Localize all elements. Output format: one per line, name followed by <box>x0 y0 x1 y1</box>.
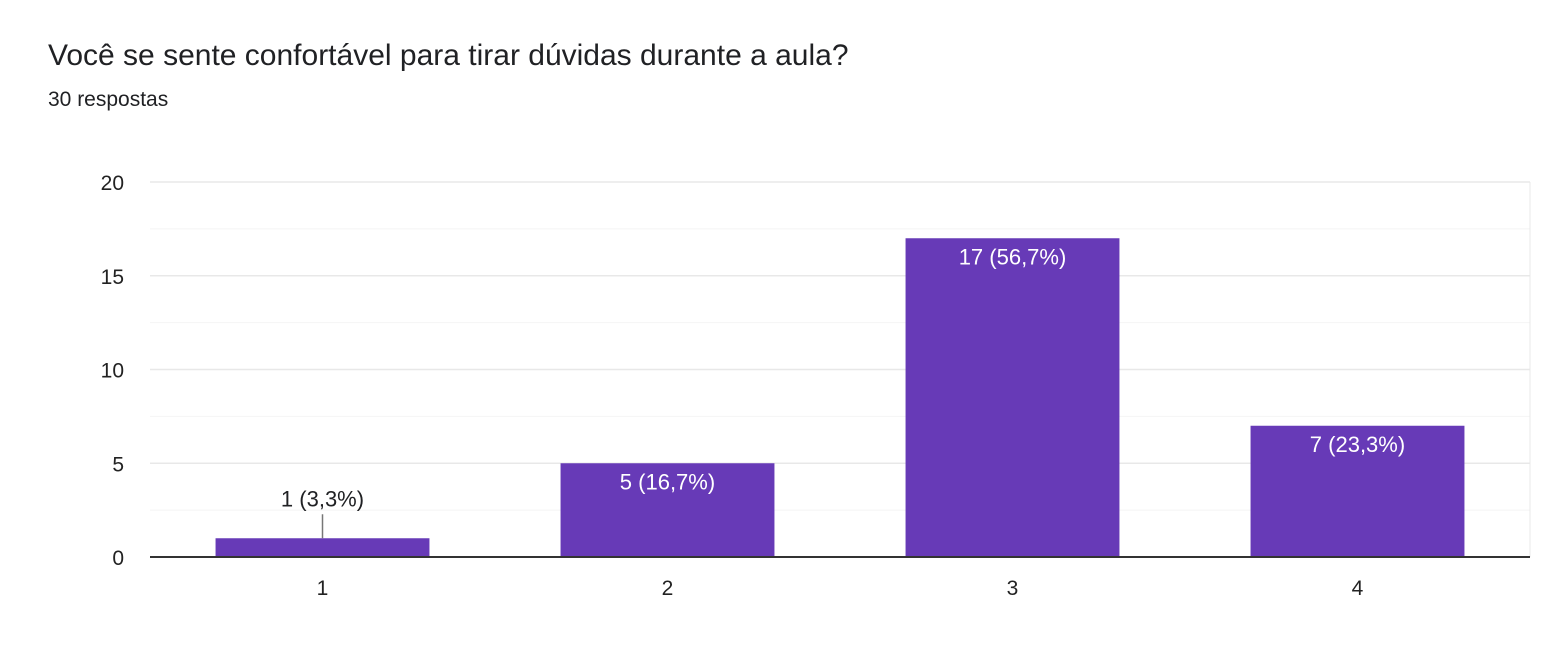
x-tick-label: 3 <box>1007 577 1019 600</box>
bar <box>1250 425 1465 557</box>
y-tick-label: 5 <box>112 453 124 476</box>
bar <box>215 538 430 557</box>
x-tick-label: 2 <box>662 577 674 600</box>
data-label: 1 (3,3%) <box>281 486 364 511</box>
x-tick-label: 1 <box>317 577 329 600</box>
y-tick-label: 15 <box>101 266 124 289</box>
data-label: 7 (23,3%) <box>1310 432 1405 457</box>
x-tick-label: 4 <box>1352 577 1364 600</box>
y-tick-label: 20 <box>101 172 124 195</box>
y-tick-label: 10 <box>101 360 124 383</box>
data-label: 5 (16,7%) <box>620 469 715 494</box>
y-tick-label: 0 <box>112 547 124 570</box>
question-title: Você se sente confortável para tirar dúv… <box>48 39 849 72</box>
bar <box>905 238 1120 557</box>
data-label: 17 (56,7%) <box>959 244 1067 269</box>
response-count: 30 respostas <box>48 88 169 111</box>
bar <box>560 463 775 557</box>
